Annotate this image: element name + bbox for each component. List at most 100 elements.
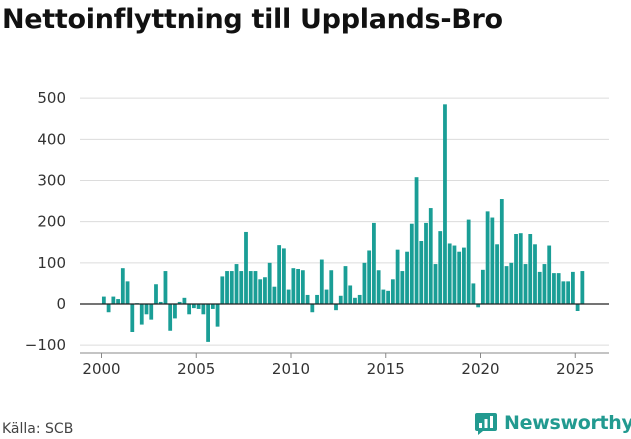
bar <box>353 297 357 304</box>
bar <box>552 273 556 304</box>
bar <box>547 245 552 304</box>
y-tick-label: 200 <box>37 213 66 231</box>
bars <box>101 104 585 342</box>
bar <box>362 262 367 304</box>
bar <box>220 276 225 304</box>
bar <box>277 245 282 304</box>
bar <box>215 304 220 327</box>
bar <box>154 284 158 304</box>
bar <box>201 304 206 315</box>
bar <box>225 271 229 304</box>
bar <box>286 289 291 304</box>
bar <box>376 270 381 304</box>
bar <box>258 279 263 304</box>
y-tick-label: 400 <box>37 130 66 148</box>
y-axis: −100 0 100 200 300 400 500 <box>25 89 66 354</box>
bar <box>357 294 362 304</box>
bar <box>168 304 173 331</box>
y-tick-label: −100 <box>25 336 66 354</box>
bar <box>300 270 305 304</box>
bar <box>561 281 566 304</box>
bar <box>191 304 196 309</box>
bar <box>244 231 248 304</box>
brand-logo: Newsworthy <box>474 410 631 436</box>
y-tick-label: 100 <box>37 254 66 272</box>
bar <box>367 250 372 304</box>
bar <box>457 251 462 304</box>
bar <box>381 289 386 304</box>
bar <box>414 177 419 304</box>
x-tick-label: 2020 <box>461 360 499 378</box>
bar <box>462 247 466 304</box>
bar <box>466 219 471 304</box>
x-tick-label: 2025 <box>556 360 594 378</box>
bar <box>348 285 353 304</box>
bar <box>139 304 144 325</box>
bar <box>149 304 154 320</box>
bar <box>296 269 300 304</box>
bar <box>343 266 348 304</box>
bar <box>282 248 286 304</box>
y-tick-label: 500 <box>37 89 66 107</box>
y-tick-label: 0 <box>56 295 66 313</box>
bar <box>490 217 495 304</box>
bar <box>405 251 409 304</box>
bar <box>144 304 149 315</box>
bar <box>177 301 182 304</box>
bar <box>329 270 334 304</box>
bar <box>239 271 244 304</box>
bar <box>400 271 405 304</box>
x-tick-label: 2005 <box>177 360 215 378</box>
chart: 2000 2005 2010 2015 2020 2025 −100 0 100 200 300 4… <box>25 89 609 378</box>
bar <box>106 304 111 313</box>
bar <box>533 244 537 304</box>
bar <box>447 243 452 304</box>
bar <box>173 304 177 319</box>
bar <box>272 286 277 304</box>
bar <box>163 271 168 304</box>
chart-title: Nettoinflyttning till Upplands-Bro <box>2 4 503 35</box>
bar <box>130 304 135 332</box>
bar <box>471 283 476 305</box>
bar <box>485 211 490 304</box>
bar <box>570 271 575 304</box>
x-tick-label: 2000 <box>82 360 120 378</box>
bar <box>566 281 571 304</box>
x-tick-label: 2010 <box>272 360 310 378</box>
bar <box>101 296 106 304</box>
brand-name: Newsworthy <box>504 412 631 434</box>
bar <box>253 271 258 304</box>
bar <box>234 264 239 304</box>
bar <box>206 304 210 342</box>
bar <box>523 264 528 304</box>
y-tick-label: 300 <box>37 171 66 189</box>
bar <box>433 264 438 304</box>
bar <box>575 304 580 311</box>
x-axis: 2000 2005 2010 2015 2020 2025 <box>80 352 609 378</box>
bar <box>210 304 215 309</box>
bar <box>158 301 163 304</box>
bar <box>305 294 310 304</box>
bar <box>187 304 192 315</box>
bar <box>428 208 433 304</box>
bar <box>120 268 125 304</box>
bar <box>229 271 234 304</box>
bar <box>372 222 376 304</box>
bar <box>263 277 267 304</box>
bar <box>310 304 315 313</box>
bar <box>480 269 485 304</box>
bar <box>196 304 201 309</box>
bar <box>248 271 253 304</box>
bar <box>324 289 329 304</box>
bar <box>315 294 319 304</box>
bar <box>509 262 514 304</box>
bar <box>111 296 116 304</box>
bar <box>518 233 523 304</box>
bar <box>291 268 296 304</box>
bar <box>409 223 414 304</box>
bar <box>267 262 272 304</box>
bar <box>476 304 481 308</box>
bar <box>499 199 504 304</box>
bar <box>452 245 457 304</box>
x-tick-label: 2015 <box>367 360 405 378</box>
